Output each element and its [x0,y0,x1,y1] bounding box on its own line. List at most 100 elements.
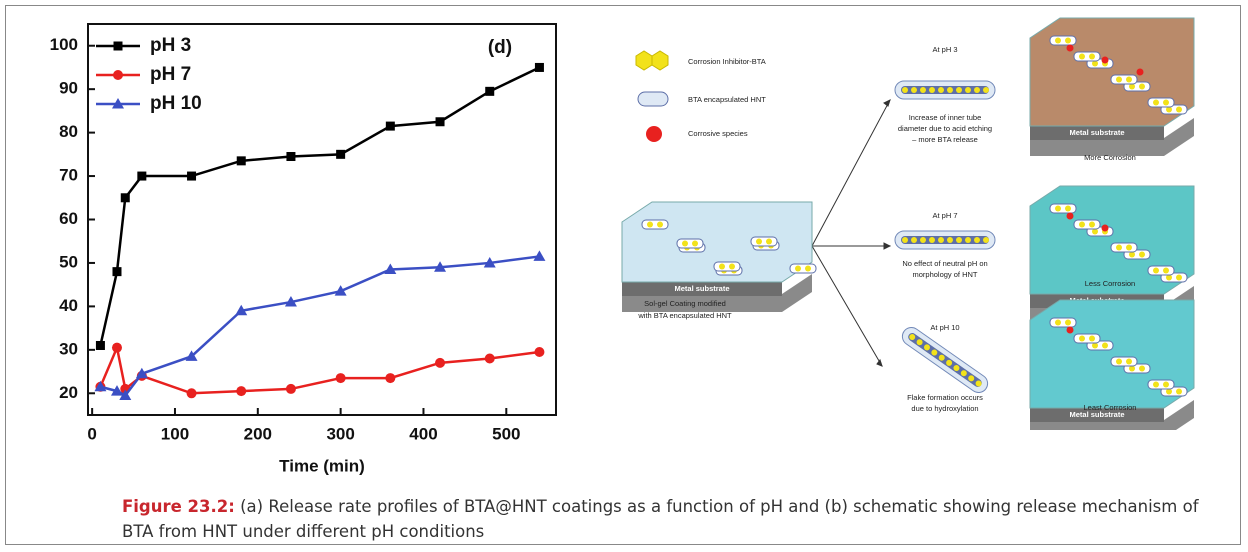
bta [965,87,971,93]
bta [946,359,953,366]
data-point [236,386,247,397]
bta [1129,251,1135,258]
bta [766,238,772,245]
branch-title: At pH 7 [932,211,957,220]
bta [920,237,926,243]
data-point [286,152,296,162]
data-point [534,347,545,358]
corrosive [1101,224,1109,232]
hnt [1049,203,1077,214]
branch-result: Less Corrosion [1085,279,1135,288]
data-point [534,62,544,72]
bta [756,238,762,245]
branch-title: At pH 10 [930,323,959,332]
bta-icon [635,50,669,71]
legend-marker [113,70,123,80]
data-point [435,357,446,368]
data-point [186,388,197,399]
slab-side [622,274,812,312]
branch-description: due to hydroxylation [911,404,978,413]
bta [1116,244,1122,251]
bta [965,237,971,243]
hnt [1147,379,1175,390]
bta [938,237,944,243]
schematic: Corrosion Inhibitor-BTA BTA encapsulated … [621,17,1195,430]
y-tick-label: 70 [59,166,78,185]
branch-description: morphology of HNT [912,270,977,279]
bta [1116,76,1122,83]
data-point [384,263,397,274]
data-point [285,383,296,394]
bta [968,375,975,382]
bta [657,221,663,228]
bta [1126,76,1132,83]
y-tick-label: 100 [50,35,78,54]
hnt-tube [894,80,996,100]
x-axis-label: Time (min) [279,456,365,475]
branch-description: Increase of inner tube [909,113,982,122]
legend-item: BTA encapsulated HNT [688,95,766,104]
legend-marker [113,41,123,51]
bta [1176,388,1182,395]
bta [1166,388,1172,395]
bta [1089,221,1095,228]
bta [1166,106,1172,113]
branch-result: Least Corrosion [1084,403,1137,412]
y-tick-label: 50 [59,252,78,271]
hnt-tube [894,230,996,250]
corrosive [1066,44,1074,52]
data-point [187,171,197,181]
coating [621,201,813,283]
data-point [485,86,495,96]
legend-label: pH 3 [150,35,191,56]
bta [1129,83,1135,90]
bta [953,365,960,372]
bta [911,237,917,243]
slab-front [622,282,782,296]
bta [1089,335,1095,342]
data-point [385,373,396,384]
data-point [137,171,147,181]
hnt [1110,74,1138,85]
x-tick-label: 0 [87,424,96,443]
branch-title: At pH 3 [932,45,957,54]
hnt [1147,265,1175,276]
bta [1126,244,1132,251]
bta [1153,267,1159,274]
bta [931,349,938,356]
legend-item: Corrosion Inhibitor-BTA [688,57,766,66]
hnt-icon [637,91,669,107]
corrosive-icon [646,126,662,142]
substrate-label: Metal substrate [674,284,729,293]
bta [1139,83,1145,90]
data-point [483,256,496,268]
data-point [435,117,445,127]
data-point [120,193,130,203]
data-point [95,340,105,350]
bta [1166,274,1172,281]
bta [1055,319,1061,326]
bta [1092,228,1098,235]
coating-label: Sol-gel Coating modified [644,299,726,308]
figure-frame [5,5,1241,545]
bta [1079,221,1085,228]
bta [1065,205,1071,212]
data-line [99,66,540,346]
y-tick-label: 90 [59,79,78,98]
bta [902,237,908,243]
hnt [750,236,778,247]
bta [956,237,962,243]
data-point [94,380,107,392]
bta [1065,37,1071,44]
bta [1153,99,1159,106]
bta [916,339,923,346]
data-point [336,149,346,159]
hnt [641,219,669,230]
data-point [119,389,132,400]
bta [983,237,989,243]
y-tick-label: 20 [59,383,78,402]
hnt [1073,219,1101,230]
bta [1163,267,1169,274]
x-tick-label: 400 [409,424,437,443]
